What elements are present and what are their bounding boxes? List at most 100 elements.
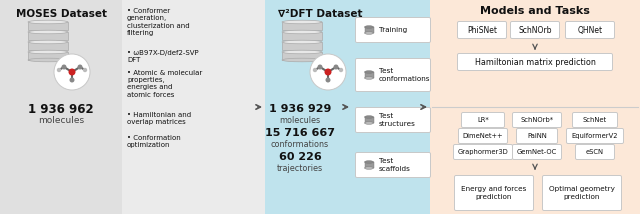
Text: Models and Tasks: Models and Tasks	[480, 6, 590, 16]
Text: • Hamiltonian and
overlap matrices: • Hamiltonian and overlap matrices	[127, 112, 191, 125]
Circle shape	[339, 68, 343, 72]
Ellipse shape	[28, 40, 68, 44]
FancyBboxPatch shape	[458, 21, 506, 39]
FancyBboxPatch shape	[575, 144, 614, 159]
Text: Test
conformations: Test conformations	[379, 68, 431, 82]
Text: PaiNN: PaiNN	[527, 133, 547, 139]
Ellipse shape	[365, 26, 374, 28]
Circle shape	[68, 68, 76, 76]
Circle shape	[57, 68, 61, 72]
Text: SchNet: SchNet	[583, 117, 607, 123]
FancyBboxPatch shape	[513, 144, 561, 159]
Text: conformations: conformations	[271, 140, 329, 149]
Text: EquiformerV2: EquiformerV2	[572, 133, 618, 139]
FancyBboxPatch shape	[543, 175, 621, 211]
Text: Graphormer3D: Graphormer3D	[458, 149, 508, 155]
Ellipse shape	[28, 20, 68, 24]
Text: 1 936 929: 1 936 929	[269, 104, 331, 114]
Circle shape	[313, 68, 317, 72]
Text: • Conformer
generation,
clusterization and
filtering: • Conformer generation, clusterization a…	[127, 8, 189, 36]
Text: ∇²DFT Dataset: ∇²DFT Dataset	[278, 9, 362, 19]
Text: SchNOrb*: SchNOrb*	[520, 117, 554, 123]
Text: Optimal geometry
prediction: Optimal geometry prediction	[549, 186, 615, 200]
FancyBboxPatch shape	[458, 128, 508, 144]
Ellipse shape	[28, 50, 68, 54]
FancyBboxPatch shape	[282, 32, 322, 40]
FancyBboxPatch shape	[365, 117, 374, 123]
Ellipse shape	[365, 71, 374, 73]
Text: Test
structures: Test structures	[379, 113, 416, 127]
Ellipse shape	[28, 30, 68, 34]
FancyBboxPatch shape	[454, 175, 534, 211]
FancyBboxPatch shape	[265, 0, 430, 214]
Text: Hamiltonian matrix prediction: Hamiltonian matrix prediction	[475, 58, 595, 67]
FancyBboxPatch shape	[511, 21, 559, 39]
Ellipse shape	[365, 161, 374, 163]
FancyBboxPatch shape	[365, 162, 374, 168]
Ellipse shape	[28, 58, 68, 62]
Ellipse shape	[365, 116, 374, 118]
Circle shape	[54, 54, 90, 90]
FancyBboxPatch shape	[0, 0, 122, 214]
Ellipse shape	[282, 58, 322, 62]
FancyBboxPatch shape	[28, 42, 68, 50]
FancyBboxPatch shape	[355, 58, 431, 92]
FancyBboxPatch shape	[28, 52, 68, 60]
Circle shape	[324, 68, 332, 76]
Text: eSCN: eSCN	[586, 149, 604, 155]
FancyBboxPatch shape	[28, 22, 68, 30]
Text: QHNet: QHNet	[577, 25, 603, 34]
Circle shape	[326, 77, 330, 83]
FancyBboxPatch shape	[122, 0, 265, 214]
FancyBboxPatch shape	[282, 22, 322, 30]
Text: molecules: molecules	[38, 116, 84, 125]
Text: 15 716 667: 15 716 667	[265, 128, 335, 138]
Text: trajectories: trajectories	[277, 164, 323, 173]
Text: • Atomic & molecular
properties,
energies and
atomic forces: • Atomic & molecular properties, energie…	[127, 70, 202, 98]
Circle shape	[317, 64, 323, 70]
Text: molecules: molecules	[280, 116, 321, 125]
FancyBboxPatch shape	[566, 128, 623, 144]
Text: GemNet-OC: GemNet-OC	[517, 149, 557, 155]
FancyBboxPatch shape	[454, 144, 513, 159]
FancyBboxPatch shape	[355, 153, 431, 177]
FancyBboxPatch shape	[282, 42, 322, 50]
Text: 60 226: 60 226	[278, 152, 321, 162]
FancyBboxPatch shape	[365, 27, 374, 33]
Circle shape	[70, 77, 74, 83]
FancyBboxPatch shape	[430, 0, 640, 214]
FancyBboxPatch shape	[28, 32, 68, 40]
Ellipse shape	[282, 40, 322, 44]
Text: LR*: LR*	[477, 117, 489, 123]
FancyBboxPatch shape	[461, 113, 504, 128]
Ellipse shape	[365, 32, 374, 34]
FancyBboxPatch shape	[513, 113, 561, 128]
Ellipse shape	[282, 30, 322, 34]
FancyBboxPatch shape	[355, 18, 431, 43]
FancyBboxPatch shape	[516, 128, 557, 144]
Circle shape	[310, 54, 346, 90]
Text: MOSES Dataset: MOSES Dataset	[15, 9, 106, 19]
FancyBboxPatch shape	[458, 54, 612, 70]
FancyBboxPatch shape	[573, 113, 618, 128]
Text: Test
scaffolds: Test scaffolds	[379, 158, 411, 172]
Text: Energy and forces
prediction: Energy and forces prediction	[461, 186, 527, 200]
Circle shape	[83, 68, 87, 72]
FancyBboxPatch shape	[365, 72, 374, 78]
FancyBboxPatch shape	[566, 21, 614, 39]
Ellipse shape	[365, 77, 374, 79]
Text: Training: Training	[379, 27, 407, 33]
Text: SchNOrb: SchNOrb	[518, 25, 552, 34]
FancyBboxPatch shape	[355, 107, 431, 132]
Ellipse shape	[282, 50, 322, 54]
Text: PhiSNet: PhiSNet	[467, 25, 497, 34]
Text: 1 936 962: 1 936 962	[28, 103, 94, 116]
Text: • ωB97X-D/def2-SVP
DFT: • ωB97X-D/def2-SVP DFT	[127, 50, 198, 63]
Ellipse shape	[365, 167, 374, 169]
Ellipse shape	[282, 20, 322, 24]
Circle shape	[333, 64, 339, 70]
Circle shape	[77, 64, 83, 70]
FancyBboxPatch shape	[282, 52, 322, 60]
Ellipse shape	[365, 122, 374, 124]
Text: • Conformation
optimization: • Conformation optimization	[127, 135, 180, 148]
